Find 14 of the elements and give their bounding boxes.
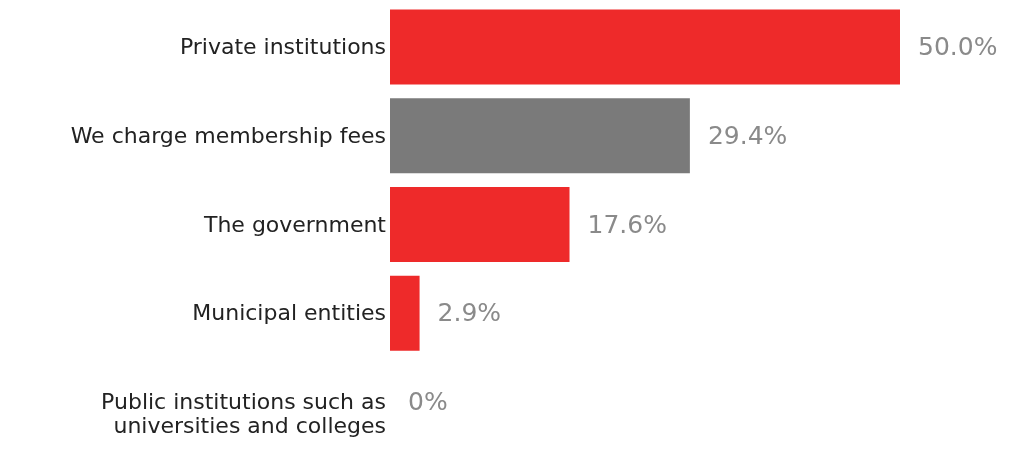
y-tick-label: We charge membership fees (70, 122, 386, 148)
bar (390, 187, 570, 262)
y-tick-label: Public institutions such as universities and colleges (101, 388, 386, 438)
data-label: 29.4% (707, 120, 788, 150)
y-tick-label: Private institutions (179, 34, 386, 60)
data-label: 50.0% (918, 32, 998, 62)
bar (390, 275, 420, 351)
y-tick-label: Municipal entities (192, 300, 386, 326)
y-tick-label: The government (202, 211, 387, 237)
data-label: 2.9% (437, 298, 502, 328)
bar (390, 9, 900, 85)
bar (390, 98, 690, 174)
data-label: 0% (408, 386, 448, 416)
data-label: 17.6% (587, 209, 667, 239)
